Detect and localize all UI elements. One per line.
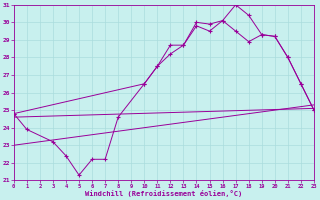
X-axis label: Windchill (Refroidissement éolien,°C): Windchill (Refroidissement éolien,°C) [85,190,243,197]
